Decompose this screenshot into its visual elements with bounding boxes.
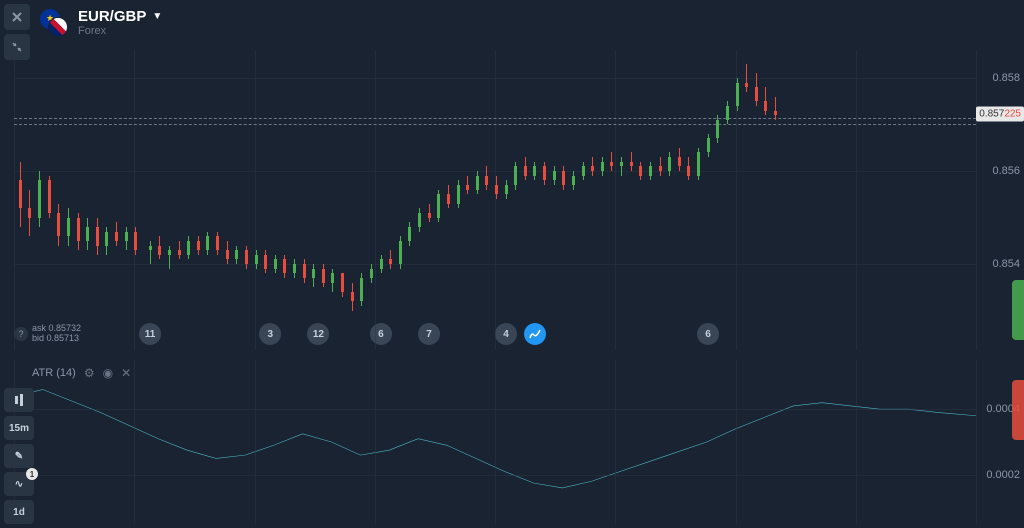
gear-icon[interactable]: ⚙ bbox=[84, 366, 95, 380]
indicator-y-tick: 0.0002 bbox=[986, 469, 1020, 481]
eye-icon[interactable]: ◉ bbox=[103, 366, 113, 380]
time-marker[interactable]: 3 bbox=[259, 323, 281, 345]
current-price-tag: 0.857225 bbox=[976, 107, 1024, 122]
remove-indicator-icon[interactable]: ✕ bbox=[121, 366, 131, 380]
currency-flags-icon: ★ bbox=[40, 9, 68, 37]
dropdown-icon: ▼ bbox=[152, 11, 162, 22]
indicator-name: ATR (14) bbox=[32, 367, 76, 379]
time-marker[interactable]: 6 bbox=[370, 323, 392, 345]
time-marker[interactable]: 7 bbox=[418, 323, 440, 345]
time-marker[interactable]: 11 bbox=[139, 323, 161, 345]
y-axis-tick: 0.854 bbox=[992, 258, 1020, 270]
y-axis-tick: 0.856 bbox=[992, 165, 1020, 177]
symbol-name: EUR/GBP bbox=[78, 8, 146, 25]
indicators-button[interactable]: ∿ 1 bbox=[4, 472, 34, 496]
time-marker[interactable]: 6 bbox=[697, 323, 719, 345]
timeframe-button[interactable]: 15m bbox=[4, 416, 34, 440]
price-chart[interactable]: ? ask 0.85732 bid 0.85713 113126746 0.85… bbox=[14, 50, 976, 350]
indicators-count-badge: 1 bbox=[26, 468, 38, 480]
indicator-chart[interactable]: ATR (14) ⚙ ◉ ✕ 0.00020.0004 bbox=[14, 360, 976, 524]
buy-button[interactable] bbox=[1012, 280, 1024, 340]
symbol-category: Forex bbox=[78, 25, 162, 37]
time-marker[interactable] bbox=[524, 323, 546, 345]
draw-button[interactable]: ✎ bbox=[4, 444, 34, 468]
close-button[interactable] bbox=[4, 4, 30, 30]
range-button[interactable]: 1d bbox=[4, 500, 34, 524]
time-marker[interactable]: 12 bbox=[307, 323, 329, 345]
collapse-button[interactable] bbox=[4, 34, 30, 60]
chart-type-button[interactable] bbox=[4, 388, 34, 412]
sell-button[interactable] bbox=[1012, 380, 1024, 440]
symbol-header[interactable]: ★ EUR/GBP ▼ Forex bbox=[40, 8, 162, 37]
y-axis-tick: 0.858 bbox=[992, 72, 1020, 84]
time-marker[interactable]: 4 bbox=[495, 323, 517, 345]
